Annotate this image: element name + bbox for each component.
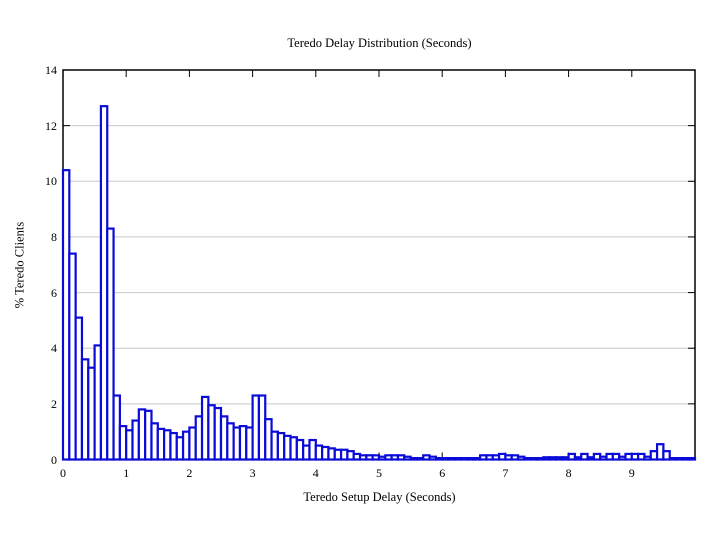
x-tick-label: 0 [60, 466, 66, 480]
histogram-bar [106, 227, 115, 461]
chart-title: Teredo Delay Distribution (Seconds) [287, 36, 472, 50]
y-axis-title: % Teredo Clients [12, 221, 27, 309]
x-tick-label: 8 [565, 466, 572, 480]
x-tick-label: 9 [628, 466, 635, 480]
histogram-bar [687, 457, 697, 461]
plot-border [62, 69, 696, 461]
x-tick-label: 4 [312, 466, 319, 480]
y-tick-label: 12 [45, 118, 57, 133]
y-tick-label: 14 [45, 63, 57, 77]
y-tick-label: 4 [51, 341, 57, 356]
histogram-bar [662, 450, 671, 461]
y-tick-label: 10 [45, 174, 57, 189]
y-tick-label: 0 [51, 452, 57, 467]
x-tick-label: 1 [123, 466, 130, 480]
x-axis-title: Teredo Setup Delay (Seconds) [303, 490, 456, 504]
x-tick-label: 2 [186, 466, 193, 480]
x-tick-label: 5 [376, 466, 382, 480]
x-tick-label: 7 [502, 466, 509, 480]
x-tick-label: 3 [249, 466, 256, 480]
x-tick-label: 6 [439, 466, 446, 480]
y-tick-label: 8 [51, 229, 57, 244]
y-tick-label: 6 [51, 285, 57, 300]
y-tick-label: 2 [51, 396, 57, 411]
